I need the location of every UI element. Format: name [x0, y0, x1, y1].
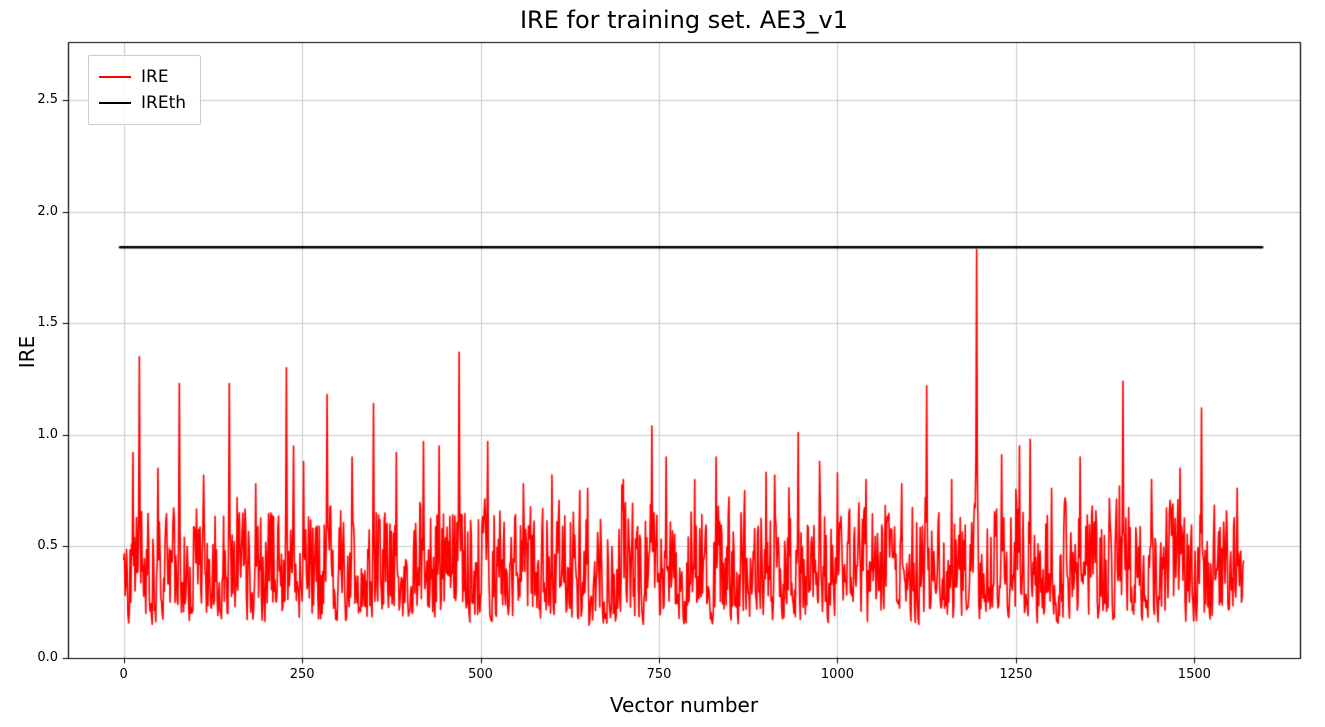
legend-line-swatch-ire	[99, 76, 131, 78]
legend-line-swatch-ireth	[99, 102, 131, 104]
chart-title: IRE for training set. AE3_v1	[519, 6, 849, 34]
x-axis-label: Vector number	[609, 693, 759, 717]
legend-item-ireth: IREth	[99, 90, 186, 116]
legend-label-ire: IRE	[141, 67, 169, 87]
legend: IRE IREth	[88, 55, 202, 125]
legend-label-ireth: IREth	[141, 93, 187, 113]
legend-item-ire: IRE	[99, 64, 186, 90]
y-axis-label: IRE	[15, 335, 39, 369]
